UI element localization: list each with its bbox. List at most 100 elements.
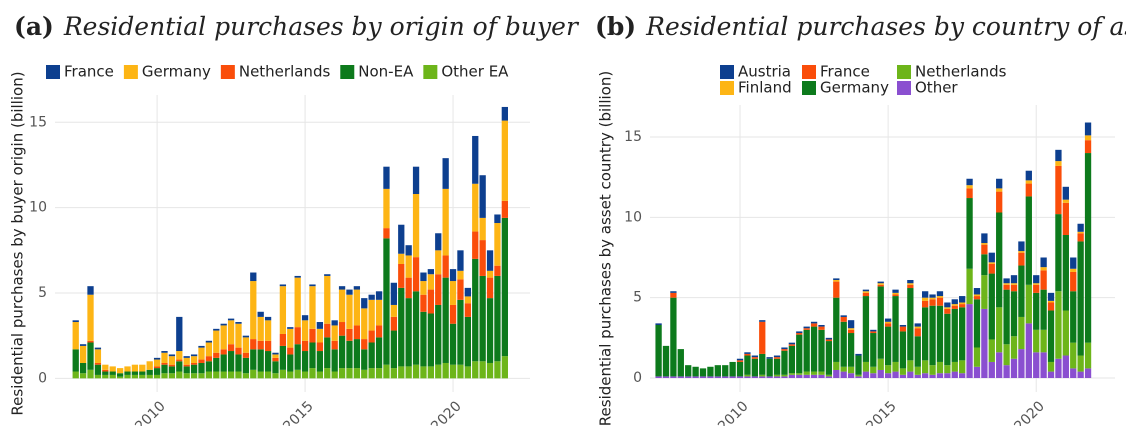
bar-segment — [1047, 302, 1055, 311]
bar-segment — [862, 296, 870, 362]
bar-segment — [161, 352, 168, 363]
bar-segment — [87, 340, 94, 343]
bar-segment — [951, 299, 958, 305]
bar-segment — [405, 245, 412, 256]
bar-segment — [796, 373, 803, 375]
bar-segment — [773, 376, 781, 379]
bar-segment — [361, 308, 368, 340]
bar-segment — [744, 355, 751, 375]
bar-segment — [153, 374, 161, 379]
bar-segment — [744, 353, 751, 356]
bar-segment — [368, 299, 375, 331]
bar-segment — [368, 368, 375, 379]
bar-segment — [973, 294, 981, 297]
legend-label: Other EA — [441, 63, 509, 81]
bar-segment — [981, 244, 988, 255]
bar-segment — [131, 374, 139, 379]
bar-segment — [257, 311, 264, 317]
bar-segment — [914, 374, 921, 379]
bar-segment — [264, 340, 272, 352]
legend-label: Finland — [738, 79, 792, 97]
bar-segment — [884, 365, 892, 374]
bar-segment — [213, 357, 220, 372]
bar-segment — [486, 277, 494, 299]
bar-segment — [1010, 283, 1018, 285]
bar-segment — [870, 373, 877, 379]
bar-segment — [479, 240, 486, 276]
bar-segment — [855, 355, 862, 375]
bar-segment — [988, 361, 995, 379]
chart-title: (a) Residential purchases by origin of bu… — [14, 12, 580, 41]
bar-segment — [338, 289, 346, 323]
bar-segment — [472, 183, 479, 232]
bar-segment — [973, 366, 981, 379]
bar-segment — [361, 369, 368, 379]
legend-swatch — [340, 65, 355, 79]
x-tick-label: 2010 — [132, 398, 169, 426]
bar-segment — [213, 328, 220, 331]
x-tick-label: 2020 — [428, 398, 465, 426]
bar-segment — [944, 373, 951, 379]
bar-segment — [168, 366, 176, 374]
legend-swatch — [46, 65, 60, 79]
bar-segment — [922, 360, 929, 374]
bar-segment — [1047, 300, 1055, 303]
y-tick-label: 15 — [29, 114, 47, 130]
bar-segment — [840, 316, 847, 322]
bar-segment — [353, 368, 361, 379]
bar-segment — [936, 361, 944, 374]
bar-segment — [929, 297, 936, 300]
bar-segment — [412, 194, 420, 258]
bar-segment — [714, 376, 721, 379]
bar-segment — [338, 368, 346, 379]
bar-segment — [929, 374, 936, 379]
bar-segment — [205, 361, 213, 372]
bar-segment — [759, 353, 766, 375]
bar-segment — [840, 321, 847, 367]
bar-segment — [662, 345, 670, 377]
bar-segment — [1062, 202, 1069, 236]
bar-segment — [951, 308, 958, 362]
bar-segment — [435, 274, 442, 305]
bar-segment — [1070, 368, 1077, 379]
bar-segment — [398, 263, 405, 288]
bar-segment — [287, 371, 294, 379]
bar-segment — [368, 342, 375, 369]
bar-segment — [759, 320, 766, 322]
bar-segment — [242, 335, 250, 338]
bar-segment — [161, 364, 168, 374]
bar-segment — [736, 358, 744, 361]
bar-segment — [449, 281, 457, 305]
bar-segment — [227, 344, 235, 352]
bar-segment — [420, 281, 427, 295]
bar-segment — [1077, 223, 1084, 232]
bar-segment — [996, 307, 1003, 353]
bar-segment — [346, 294, 353, 329]
bar-segment — [227, 320, 235, 345]
legend-swatch — [123, 65, 138, 79]
bar-segment — [375, 325, 383, 338]
bar-segment — [124, 366, 131, 372]
bar-segment — [922, 297, 929, 301]
bar-segment — [479, 175, 486, 218]
bar-segment — [996, 191, 1003, 213]
bar-segment — [102, 369, 109, 372]
bar-segment — [781, 350, 788, 375]
bar-segment — [899, 324, 907, 327]
bar-segment — [847, 320, 855, 329]
bar-segment — [220, 323, 227, 326]
bar-segment — [242, 337, 250, 353]
bar-segment — [773, 374, 781, 377]
bar-segment — [161, 351, 168, 353]
y-axis-label: Residential purchases by buyer origin (b… — [9, 71, 27, 415]
bar-segment — [870, 366, 877, 374]
bar-segment — [922, 291, 929, 298]
bar-segment — [1003, 278, 1010, 284]
bar-segment — [176, 351, 183, 360]
bar-segment — [161, 362, 168, 365]
bar-segment — [892, 371, 899, 379]
bar-segment — [959, 302, 966, 305]
bar-segment — [279, 345, 287, 370]
bar-segment — [1003, 284, 1010, 290]
